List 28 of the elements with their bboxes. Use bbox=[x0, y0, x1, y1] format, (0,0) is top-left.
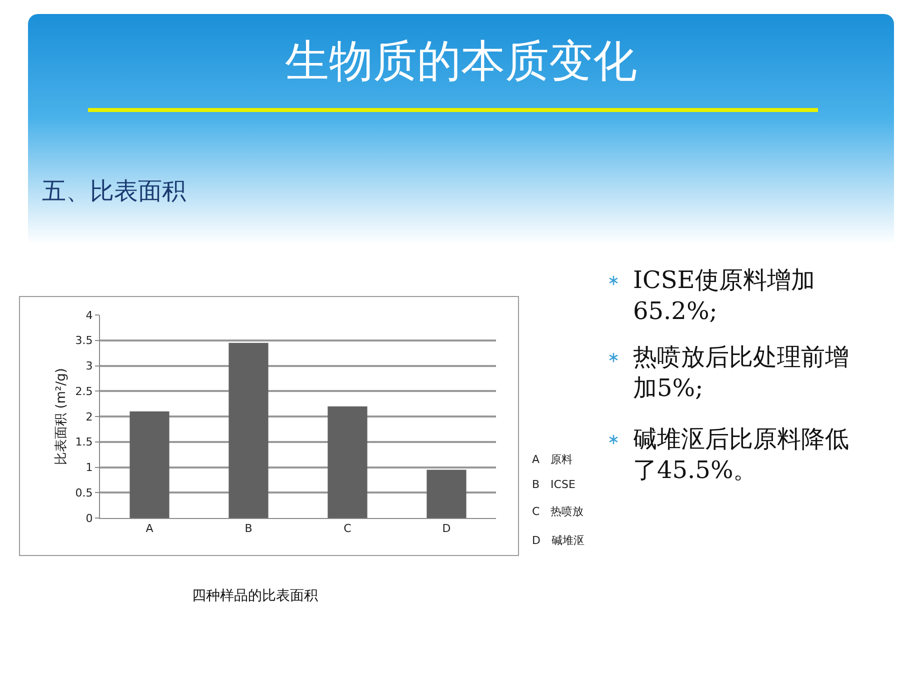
y-tick-label: 4 bbox=[86, 308, 93, 322]
text: 四种样品的比表面积 bbox=[192, 587, 318, 605]
x-tick-label: A bbox=[146, 522, 154, 536]
y-tick-label: 3.5 bbox=[75, 334, 93, 348]
text: C 热喷放 bbox=[532, 504, 584, 519]
text: D 碱堆沤 bbox=[532, 533, 584, 548]
bar bbox=[228, 342, 268, 518]
y-tick-label: 0 bbox=[86, 512, 93, 525]
text: B ICSE bbox=[532, 477, 576, 492]
y-tick-label: 1 bbox=[86, 461, 93, 474]
text: 碱堆沤后比原料降低了45.5%。 bbox=[633, 424, 850, 486]
x-tick-label: B bbox=[244, 522, 252, 536]
text: ICSE使原料增加65.2%; bbox=[633, 265, 816, 327]
y-tick-label: 1.5 bbox=[75, 436, 93, 449]
y-axis-title: 比表面积 (m²/g) bbox=[54, 368, 70, 465]
bar bbox=[426, 470, 466, 518]
y-tick-label: 2.5 bbox=[75, 384, 93, 398]
bar bbox=[130, 411, 170, 518]
y-tick-label: 0.5 bbox=[75, 486, 93, 500]
x-tick-label: D bbox=[442, 522, 451, 536]
chart-title: 生物质的本质变化 bbox=[284, 35, 638, 89]
chart-subtitle: 五、比表面积 bbox=[42, 176, 186, 207]
bar bbox=[328, 406, 368, 518]
x-tick-label: C bbox=[344, 522, 352, 536]
text: 热喷放后比处理前增加5%; bbox=[633, 342, 850, 404]
y-tick-label: 3 bbox=[86, 360, 93, 373]
y-tick-label: 2 bbox=[86, 410, 93, 424]
text: A 原料 bbox=[532, 452, 573, 467]
